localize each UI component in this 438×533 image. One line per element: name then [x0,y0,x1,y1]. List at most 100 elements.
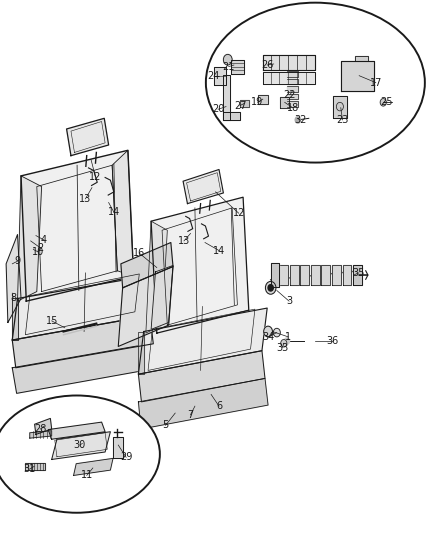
Polygon shape [12,316,153,368]
Text: 26: 26 [261,60,273,70]
Polygon shape [263,55,315,70]
Polygon shape [151,197,249,333]
Text: 34: 34 [262,332,274,342]
Text: 2: 2 [37,243,43,253]
Polygon shape [30,431,52,438]
Polygon shape [333,96,347,118]
Text: 9: 9 [14,256,21,266]
Text: 14: 14 [108,207,120,217]
Text: 4: 4 [41,235,47,245]
Polygon shape [287,94,298,99]
Polygon shape [332,265,341,285]
Ellipse shape [0,395,160,513]
Text: 12: 12 [89,172,102,182]
Polygon shape [118,266,173,346]
Polygon shape [25,463,45,470]
Text: 14: 14 [213,246,225,255]
Text: 21: 21 [223,62,235,71]
Polygon shape [341,61,374,91]
Circle shape [284,338,290,344]
Polygon shape [12,298,18,340]
Text: 24: 24 [208,71,220,80]
Polygon shape [311,265,320,285]
Text: 20: 20 [212,104,224,114]
Circle shape [268,285,273,291]
Polygon shape [258,95,268,104]
Polygon shape [355,56,368,61]
Polygon shape [113,437,123,458]
Circle shape [264,326,272,337]
Polygon shape [52,432,110,459]
Text: 10: 10 [32,247,45,257]
Polygon shape [214,67,226,85]
Text: 31: 31 [24,464,36,474]
Polygon shape [21,150,134,301]
Text: 7: 7 [187,410,194,419]
Text: 36: 36 [326,336,338,346]
Polygon shape [300,265,309,285]
Circle shape [295,117,300,123]
Text: 8: 8 [10,294,16,303]
Polygon shape [149,274,155,316]
Text: 23: 23 [336,115,349,125]
Text: 12: 12 [233,208,245,218]
Text: 19: 19 [251,98,264,107]
Circle shape [281,340,287,347]
Polygon shape [223,75,230,120]
Circle shape [265,281,276,294]
Text: 32: 32 [294,115,306,125]
Text: 15: 15 [46,316,58,326]
Polygon shape [138,308,267,374]
Polygon shape [353,265,362,285]
Text: 27: 27 [234,101,246,110]
Polygon shape [280,97,289,108]
Polygon shape [287,86,298,92]
Polygon shape [343,265,351,285]
Circle shape [336,102,343,111]
Polygon shape [12,274,155,340]
Text: 6: 6 [216,401,222,411]
Polygon shape [67,118,109,156]
Polygon shape [146,221,167,333]
Text: 35: 35 [352,268,364,278]
Polygon shape [287,79,298,84]
Ellipse shape [206,3,425,163]
Polygon shape [35,418,52,434]
Text: 29: 29 [120,453,132,462]
Polygon shape [138,378,268,429]
Text: 11: 11 [81,471,93,480]
Polygon shape [138,332,144,374]
Polygon shape [74,458,113,475]
Circle shape [273,328,280,337]
Polygon shape [18,176,42,301]
Polygon shape [12,344,153,393]
Circle shape [380,99,386,106]
Text: 16: 16 [133,248,145,258]
Polygon shape [6,235,21,322]
Polygon shape [151,265,173,329]
Polygon shape [271,263,279,287]
Text: 22: 22 [284,90,296,100]
Polygon shape [183,169,223,204]
Text: 5: 5 [162,421,169,430]
Text: 3: 3 [286,296,292,306]
Text: 13: 13 [178,236,190,246]
Text: 1: 1 [285,332,291,342]
Text: 33: 33 [276,343,289,352]
Polygon shape [287,101,298,107]
Polygon shape [48,422,105,439]
Text: 17: 17 [370,78,382,87]
Polygon shape [223,112,240,120]
Polygon shape [290,265,299,285]
Circle shape [223,54,232,65]
Polygon shape [240,100,249,107]
Polygon shape [263,72,315,84]
Polygon shape [112,150,134,276]
Polygon shape [138,351,265,402]
Polygon shape [321,265,330,285]
Text: 25: 25 [380,98,392,107]
Polygon shape [231,60,244,74]
Text: 13: 13 [79,194,92,204]
Polygon shape [279,265,288,285]
Text: 18: 18 [286,103,299,112]
